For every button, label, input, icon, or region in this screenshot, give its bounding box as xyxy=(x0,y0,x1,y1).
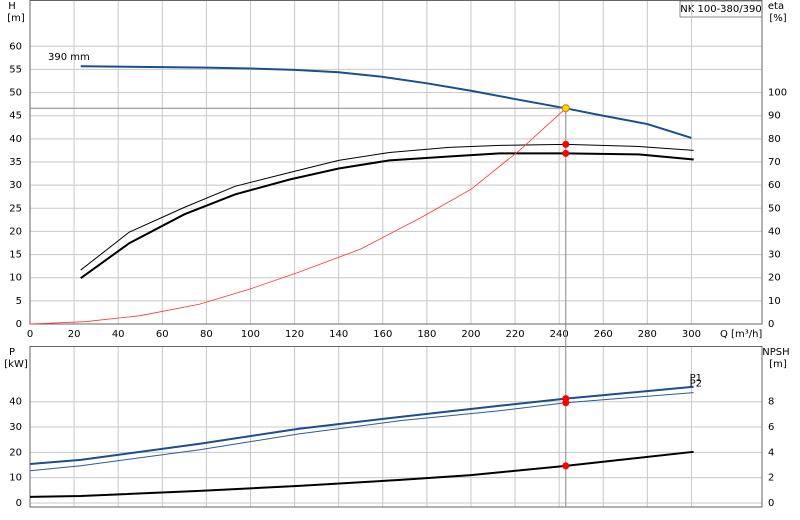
y2-tick-label: 30 xyxy=(768,250,781,261)
y-tick-label: 10 xyxy=(9,473,22,484)
y2-tick-label: 8 xyxy=(768,397,774,408)
y-tick-label: 30 xyxy=(9,422,22,433)
y-tick-label: 0 xyxy=(16,498,22,509)
y-tick-label: 40 xyxy=(9,397,22,408)
y-axis-unit: [kW] xyxy=(4,359,28,370)
x-tick-label: 180 xyxy=(417,329,436,340)
x-tick-label: 240 xyxy=(550,329,569,340)
y2-tick-label: 80 xyxy=(768,134,781,145)
x-tick-label: 140 xyxy=(329,329,348,340)
y2-tick-label: 20 xyxy=(768,273,781,284)
x-tick-label: 200 xyxy=(461,329,480,340)
y-tick-label: 40 xyxy=(9,134,22,145)
series-line xyxy=(80,65,692,139)
y-tick-label: 20 xyxy=(9,447,22,458)
y2-axis-unit: [%] xyxy=(769,13,786,24)
y2-tick-label: 4 xyxy=(768,447,774,458)
series-label: 390 mm xyxy=(48,52,90,63)
y-axis-label: P xyxy=(9,347,15,358)
duty-point xyxy=(561,104,570,113)
y2-tick-label: 2 xyxy=(768,473,774,484)
y2-tick-label: 10 xyxy=(768,296,781,307)
plot-frame xyxy=(29,0,763,325)
x-tick-label: 160 xyxy=(373,329,392,340)
duty-point xyxy=(562,149,570,157)
y-tick-label: 20 xyxy=(9,226,22,237)
y-tick-label: 35 xyxy=(9,157,22,168)
duty-point xyxy=(562,462,570,470)
y2-tick-label: 0 xyxy=(768,319,774,330)
x-tick-label: 0 xyxy=(27,329,33,340)
y-axis-unit: [m] xyxy=(7,13,25,24)
series-label: P2 xyxy=(690,379,702,390)
x-tick-label: 260 xyxy=(594,329,613,340)
x-tick-label: 220 xyxy=(506,329,525,340)
y-tick-label: 25 xyxy=(9,203,22,214)
y2-tick-label: 6 xyxy=(768,422,774,433)
y-tick-label: 10 xyxy=(9,273,22,284)
y2-tick-label: 0 xyxy=(768,498,774,509)
series-line xyxy=(80,143,694,271)
series-line xyxy=(80,152,694,279)
y-tick-label: 55 xyxy=(9,64,22,75)
y2-tick-label: 100 xyxy=(768,88,787,99)
y-axis-label: H xyxy=(8,1,16,12)
y-tick-label: 30 xyxy=(9,180,22,191)
series-line xyxy=(29,450,694,498)
x-tick-label: 120 xyxy=(285,329,304,340)
x-tick-label: 40 xyxy=(112,329,125,340)
y2-tick-label: 50 xyxy=(768,203,781,214)
series-line xyxy=(29,392,694,472)
y-tick-label: 45 xyxy=(9,111,22,122)
y-tick-label: 0 xyxy=(16,319,22,330)
duty-point xyxy=(562,399,570,407)
series-line xyxy=(29,385,694,465)
y2-axis-label: eta xyxy=(768,1,784,12)
series-label: P1 xyxy=(690,373,702,384)
x-tick-label: 20 xyxy=(68,329,81,340)
y2-axis-unit: [m] xyxy=(769,359,787,370)
chart-title: NK 100-380/390 xyxy=(680,4,761,15)
plot-frame xyxy=(29,346,763,508)
duty-point xyxy=(562,140,570,148)
y-tick-label: 15 xyxy=(9,250,22,261)
y2-tick-label: 90 xyxy=(768,111,781,122)
x-axis-label: Q [m³/h] xyxy=(720,329,762,340)
y2-tick-label: 70 xyxy=(768,157,781,168)
y-tick-label: 50 xyxy=(9,88,22,99)
y2-tick-label: 60 xyxy=(768,180,781,191)
y2-axis-label: NPSH xyxy=(762,347,789,358)
x-tick-label: 280 xyxy=(638,329,657,340)
x-tick-label: 80 xyxy=(200,329,213,340)
series-line xyxy=(29,108,567,325)
y-tick-label: 5 xyxy=(16,296,22,307)
y-tick-label: 60 xyxy=(9,41,22,52)
x-tick-label: 100 xyxy=(241,329,260,340)
y2-tick-label: 40 xyxy=(768,226,781,237)
x-tick-label: 60 xyxy=(156,329,169,340)
x-tick-label: 300 xyxy=(682,329,701,340)
